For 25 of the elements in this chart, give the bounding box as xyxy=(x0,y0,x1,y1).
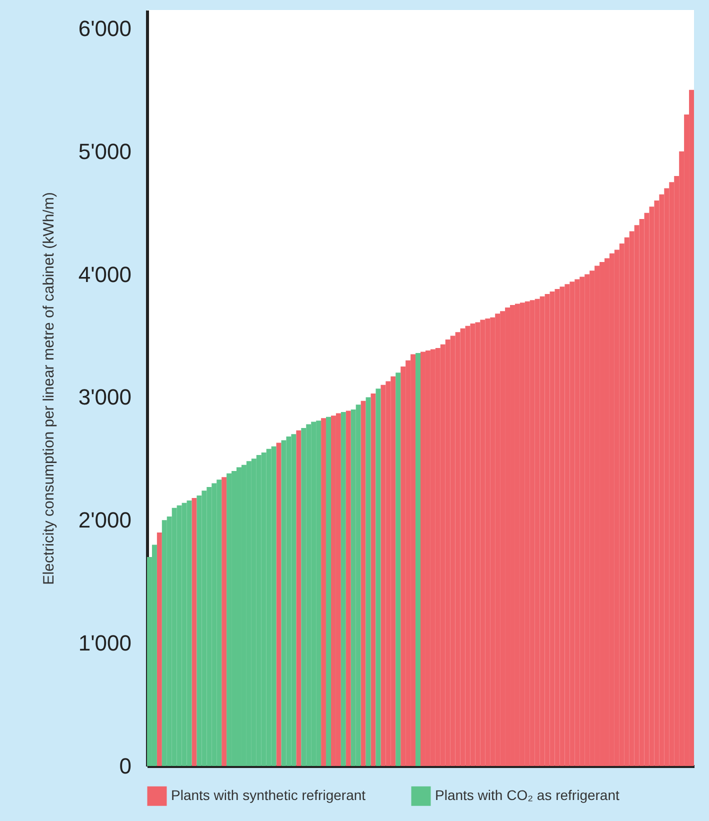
bar xyxy=(360,400,366,766)
legend-label: Plants with CO₂ as refrigerant xyxy=(435,787,620,804)
bar xyxy=(346,410,351,766)
bar xyxy=(416,352,420,766)
legend-label: Plants with synthetic refrigerant xyxy=(171,787,366,804)
y-tick-label: 3'000 xyxy=(78,384,132,410)
bar xyxy=(222,477,227,766)
bar xyxy=(276,442,282,766)
bar xyxy=(321,418,326,766)
y-tick-label: 6'000 xyxy=(78,16,132,41)
bar xyxy=(296,430,302,766)
y-tick-label: 0 xyxy=(119,754,132,778)
y-tick-label: 1'000 xyxy=(78,630,132,656)
y-tick-label: 2'000 xyxy=(78,508,132,533)
bar xyxy=(340,412,346,766)
bar xyxy=(326,416,331,766)
bar xyxy=(396,372,401,766)
bar xyxy=(376,388,381,766)
y-tick-label: 5'000 xyxy=(78,138,132,164)
bar xyxy=(366,397,371,766)
bar xyxy=(370,394,376,766)
y-tick-label: 4'000 xyxy=(78,262,132,287)
bar xyxy=(156,532,162,766)
bar xyxy=(192,498,197,766)
y-axis-title: Electricity consumption per linear metre of cabinet (kWh/m) xyxy=(40,192,58,585)
